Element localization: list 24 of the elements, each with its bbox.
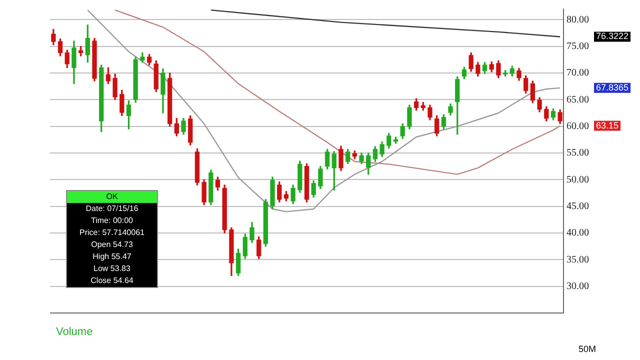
annotation: Low 53.83 <box>92 263 132 275</box>
y-tick-label: 80.00 <box>566 14 589 26</box>
y-tick-label: 75.00 <box>566 40 589 52</box>
annotation: OK <box>67 191 157 203</box>
y-tick-label: 55.00 <box>566 148 589 159</box>
text: 50M <box>578 344 596 354</box>
annotation: Price: 57.7140061 <box>78 227 146 239</box>
annotation: Close 54.64 <box>90 275 134 287</box>
text: Volume <box>56 326 93 338</box>
annotation: Time: 00:00 <box>90 215 134 227</box>
y-tick-label: 60.00 <box>566 120 589 132</box>
y-tick-label: 65.00 <box>566 94 589 106</box>
y-tick-label: 45.00 <box>566 200 589 212</box>
y-tick-label: 30.00 <box>566 280 589 292</box>
text: 67.8365 <box>596 82 629 92</box>
y-tick-label: 50.00 <box>566 174 589 186</box>
annotation: High 55.47 <box>92 251 132 263</box>
text: 76.3222 <box>596 31 629 42</box>
y-tick-label: 35.00 <box>566 254 589 266</box>
y-tick-label: 70.00 <box>566 68 589 79</box>
text: 63.15 <box>596 120 619 130</box>
annotation: Open 54.73 <box>90 239 134 251</box>
y-tick-label: 40.00 <box>566 228 589 239</box>
annotation: Date: 07/15/16 <box>84 203 140 215</box>
